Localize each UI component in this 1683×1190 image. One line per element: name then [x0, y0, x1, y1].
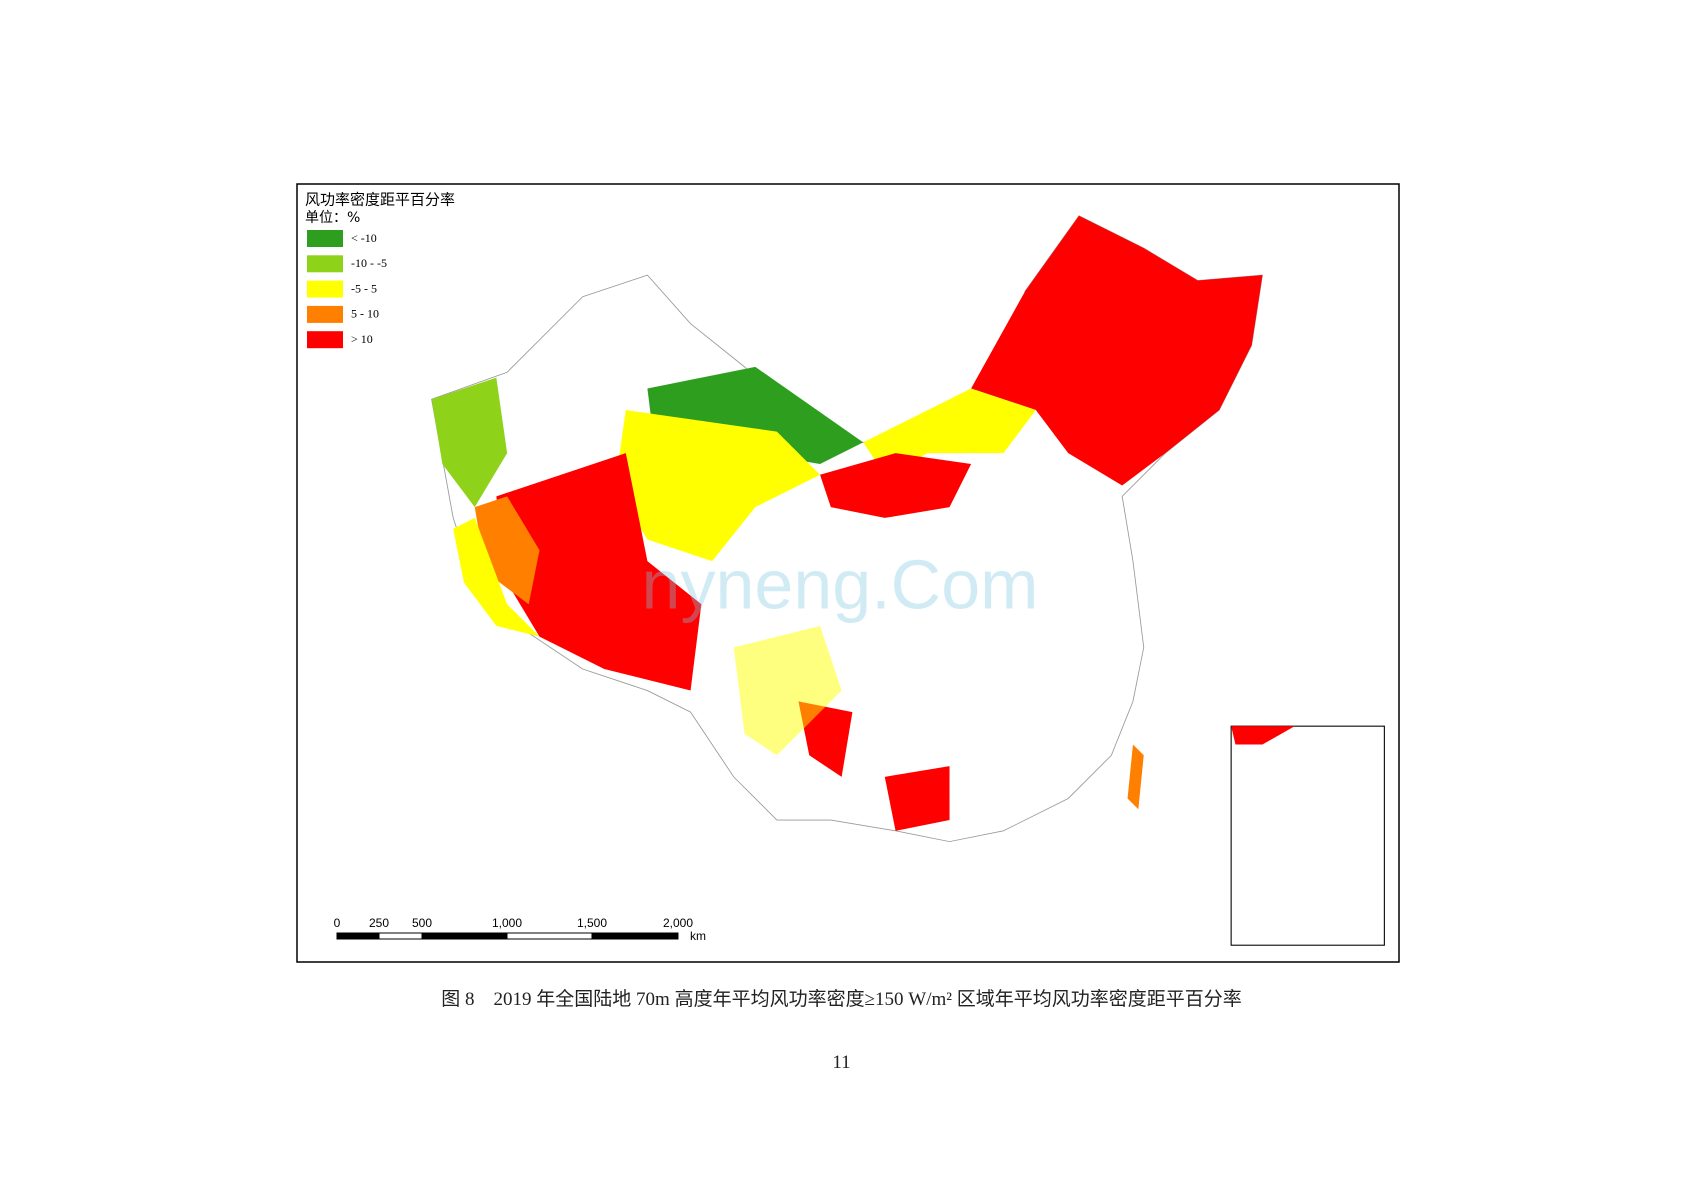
region-orange-west — [474, 496, 540, 605]
region-red-north — [820, 453, 972, 518]
scale-segment — [506, 932, 593, 940]
legend-swatch — [307, 331, 343, 349]
page-number: 11 — [832, 1052, 851, 1073]
region-yellow-west — [453, 517, 540, 637]
china-map — [431, 215, 1385, 946]
scale-label: 250 — [369, 916, 389, 930]
scale-segment — [336, 932, 380, 940]
scale-label: 2,000 — [663, 916, 693, 930]
scale-segment — [421, 932, 508, 940]
scale-unit: km — [690, 929, 706, 943]
region-mixed-south — [733, 625, 842, 756]
legend-title: 风功率密度距平百分率 — [305, 191, 455, 209]
region-lightgreen — [431, 377, 508, 508]
region-yellow-north — [863, 388, 1036, 475]
scale-segment — [591, 932, 679, 940]
region-red-south — [884, 766, 950, 831]
scale-label: 1,000 — [492, 916, 522, 930]
scale-label: 0 — [334, 916, 341, 930]
region-red-northeast — [971, 215, 1263, 486]
legend-swatch — [307, 255, 343, 273]
legend-label: < -10 — [351, 231, 377, 245]
legend-label: 5 - 10 — [351, 307, 379, 321]
inset-frame — [1230, 725, 1385, 946]
legend-swatch — [307, 230, 343, 247]
scale-label: 500 — [412, 916, 432, 930]
legend-label: -10 - -5 — [351, 256, 387, 270]
legend-unit: 单位：% — [305, 210, 360, 226]
taiwan — [1127, 744, 1144, 810]
legend-swatch — [307, 280, 343, 298]
inset-coast — [1231, 726, 1295, 745]
caption: 图 8 2019 年全国陆地 70m 高度年平均风功率密度≥150 W/m² 区… — [441, 989, 1242, 1010]
legend-label: > 10 — [351, 332, 373, 346]
legend-swatch — [307, 305, 343, 323]
scale-segment — [378, 932, 423, 940]
region-red-west — [496, 453, 702, 691]
scale-label: 1,500 — [577, 916, 607, 930]
legend-label: -5 - 5 — [351, 281, 377, 295]
region-yellow — [615, 410, 821, 562]
watermark: nyneng.Com — [642, 545, 1039, 623]
